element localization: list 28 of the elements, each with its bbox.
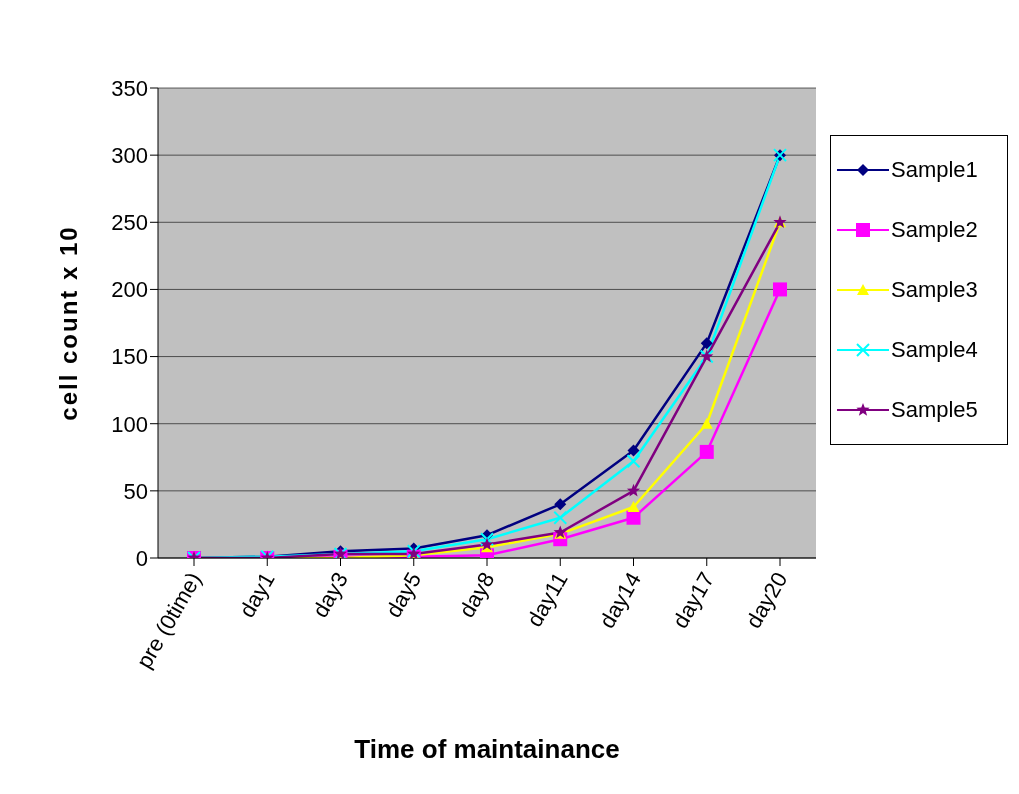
legend-label: Sample2: [891, 217, 978, 243]
point: [480, 532, 494, 547]
point: [700, 417, 713, 429]
y-tick-label: 100: [111, 411, 148, 437]
y-tick-label: 0: [135, 545, 148, 571]
legend-label: Sample1: [891, 157, 978, 183]
legend-label: Sample5: [891, 397, 978, 423]
x-axis-title: Time of maintainance: [354, 734, 620, 764]
y-tick-label: 300: [111, 142, 148, 168]
y-tick-label: 350: [111, 75, 148, 101]
legend-label: Sample3: [891, 277, 978, 303]
point: [627, 500, 640, 512]
point: [699, 444, 714, 459]
y-tick-label: 50: [123, 478, 148, 504]
point: [553, 510, 568, 525]
y-tick-label: 150: [111, 344, 148, 370]
point: [626, 483, 641, 497]
point: [627, 444, 640, 457]
point: [554, 498, 567, 511]
point: [626, 454, 641, 469]
point: [773, 282, 787, 297]
y-tick-label: 250: [111, 210, 148, 236]
y-axis-title: cell count x 10: [54, 225, 82, 421]
point: [480, 537, 494, 551]
point: [700, 337, 713, 350]
legend-label: Sample4: [891, 337, 978, 363]
y-tick-label: 200: [111, 277, 148, 303]
point: [626, 510, 641, 525]
